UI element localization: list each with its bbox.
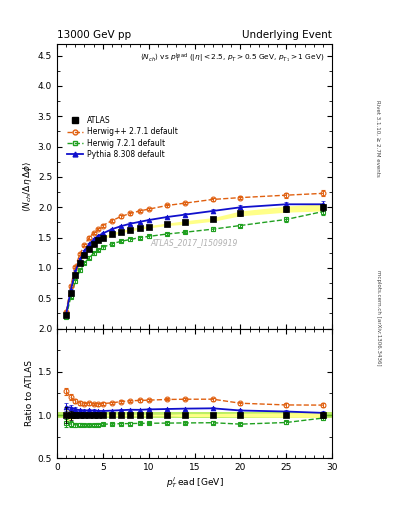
Text: 13000 GeV pp: 13000 GeV pp (57, 30, 131, 40)
Legend: ATLAS, Herwig++ 2.7.1 default, Herwig 7.2.1 default, Pythia 8.308 default: ATLAS, Herwig++ 2.7.1 default, Herwig 7.… (64, 113, 181, 162)
Text: $\langle N_{ch}\rangle$ vs $p_T^{\rm lead}$ ($|\eta|<2.5$, $p_T>0.5$ GeV, $p_{T_: $\langle N_{ch}\rangle$ vs $p_T^{\rm lea… (140, 52, 324, 66)
Y-axis label: $\langle N_{ch}/\Delta\eta\,\Delta\phi\rangle$: $\langle N_{ch}/\Delta\eta\,\Delta\phi\r… (20, 161, 33, 211)
Y-axis label: Ratio to ATLAS: Ratio to ATLAS (25, 360, 33, 426)
Text: Underlying Event: Underlying Event (242, 30, 332, 40)
Text: ATLAS_2017_I1509919: ATLAS_2017_I1509919 (151, 239, 238, 248)
Text: mcplots.cern.ch [arXiv:1306.3436]: mcplots.cern.ch [arXiv:1306.3436] (376, 270, 380, 365)
X-axis label: $p_T^l\,$ead [GeV]: $p_T^l\,$ead [GeV] (165, 475, 224, 490)
Text: Rivet 3.1.10, ≥ 2.7M events: Rivet 3.1.10, ≥ 2.7M events (376, 100, 380, 177)
